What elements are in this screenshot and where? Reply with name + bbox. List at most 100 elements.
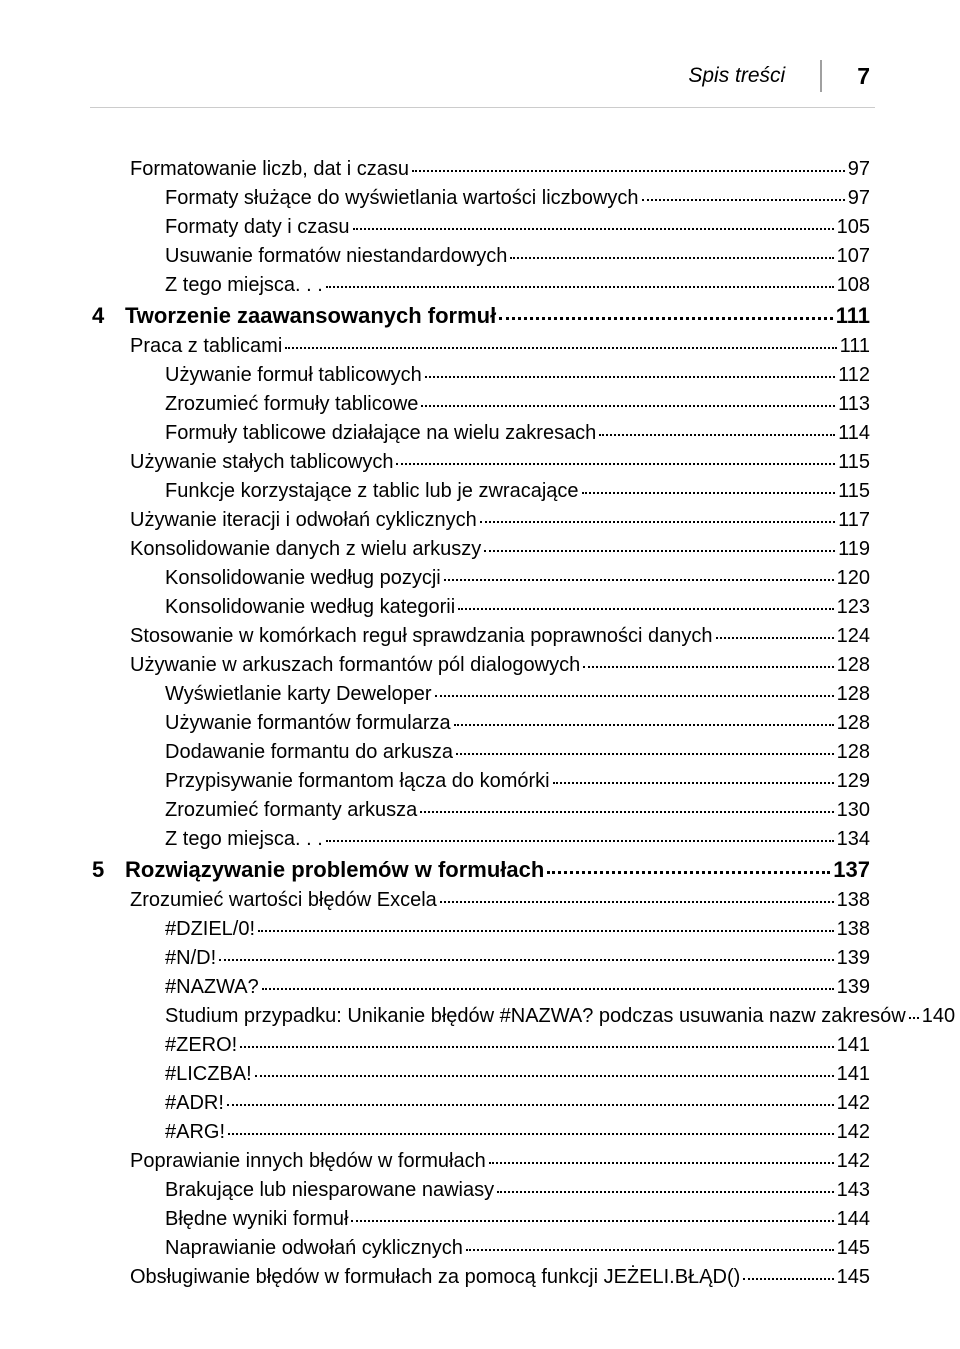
toc-page: 134 — [837, 828, 870, 851]
toc-entry: Zrozumieć wartości błędów Excela 138 — [90, 889, 870, 912]
toc-entry: Błędne wyniki formuł144 — [90, 1208, 870, 1231]
leader-dots — [228, 1133, 834, 1135]
toc-text: Używanie stałych tablicowych — [130, 451, 393, 474]
toc-text: Konsolidowanie według pozycji — [165, 567, 441, 590]
toc-page: 111 — [836, 303, 870, 329]
toc-text: Konsolidowanie danych z wielu arkuszy — [130, 538, 481, 561]
chapter-number: 4 — [90, 303, 125, 329]
toc-entry: #ARG!142 — [90, 1121, 870, 1144]
toc-page: 115 — [838, 480, 870, 503]
toc-entry: #N/D!139 — [90, 947, 870, 970]
leader-dots — [227, 1104, 834, 1106]
leader-dots — [219, 959, 834, 961]
leader-dots — [262, 988, 834, 990]
toc-text: Studium przypadku: Unikanie błędów #NAZW… — [165, 1005, 906, 1028]
toc-text: #NAZWA? — [165, 976, 259, 999]
toc-page: 97 — [848, 187, 870, 210]
toc-page: 119 — [838, 538, 870, 561]
toc-entry: #LICZBA! 141 — [90, 1063, 870, 1086]
toc-entry: Konsolidowanie według kategorii123 — [90, 596, 870, 619]
toc-page: 141 — [837, 1063, 870, 1086]
toc-page: 124 — [837, 625, 870, 648]
toc-entry: Formaty służące do wyświetlania wartości… — [90, 187, 870, 210]
toc-text: Zrozumieć wartości błędów Excela — [130, 889, 437, 912]
toc-page: 144 — [837, 1208, 870, 1231]
toc-entry: #DZIEL/0!138 — [90, 918, 870, 941]
toc-entry: Stosowanie w komórkach reguł sprawdzania… — [90, 625, 870, 648]
toc-entry: 4Tworzenie zaawansowanych formuł 111 — [90, 303, 870, 329]
toc-text: Naprawianie odwołań cyklicznych — [165, 1237, 463, 1260]
toc-entry: Studium przypadku: Unikanie błędów #NAZW… — [90, 1005, 870, 1028]
toc-text: Używanie formuł tablicowych — [165, 364, 422, 387]
leader-dots — [510, 257, 833, 259]
leader-dots — [547, 871, 830, 874]
toc-entry: Formaty daty i czasu105 — [90, 216, 870, 239]
toc-text: Wyświetlanie karty Deweloper — [165, 683, 432, 706]
toc-page: 123 — [837, 596, 870, 619]
toc-text: Poprawianie innych błędów w formułach — [130, 1150, 486, 1173]
leader-dots — [326, 286, 834, 288]
leader-dots — [642, 199, 845, 201]
toc-page: 141 — [837, 1034, 870, 1057]
toc-text: #ADR! — [165, 1092, 224, 1115]
toc-text: Z tego miejsca. . . — [165, 274, 323, 297]
toc-text: Używanie iteracji i odwołań cyklicznych — [130, 509, 477, 532]
chapter-number: 5 — [90, 857, 125, 883]
page-number: 7 — [857, 63, 870, 90]
toc-page: 107 — [837, 245, 870, 268]
toc-entry: Formuły tablicowe działające na wielu za… — [90, 422, 870, 445]
leader-dots — [421, 405, 835, 407]
toc-text: Funkcje korzystające z tablic lub je zwr… — [165, 480, 579, 503]
toc-page: 120 — [837, 567, 870, 590]
leader-dots — [351, 1220, 833, 1222]
leader-dots — [466, 1249, 834, 1251]
toc-text: #LICZBA! — [165, 1063, 252, 1086]
toc-page: 97 — [848, 158, 870, 181]
toc-page: 138 — [837, 889, 870, 912]
toc-entry: #ADR! 142 — [90, 1092, 870, 1115]
toc-page: 117 — [838, 509, 870, 532]
toc-entry: Używanie stałych tablicowych115 — [90, 451, 870, 474]
toc-page: 138 — [837, 918, 870, 941]
page-header: Spis treści 7 — [90, 60, 870, 92]
toc-entry: #ZERO!141 — [90, 1034, 870, 1057]
toc-text: Tworzenie zaawansowanych formuł — [125, 303, 496, 329]
toc-page: 128 — [837, 683, 870, 706]
leader-dots — [240, 1046, 833, 1048]
toc-page: 128 — [837, 712, 870, 735]
leader-dots — [396, 463, 835, 465]
toc-entry: #NAZWA?139 — [90, 976, 870, 999]
toc-page: 111 — [840, 335, 870, 358]
toc-entry: Poprawianie innych błędów w formułach142 — [90, 1150, 870, 1173]
toc-entry: Z tego miejsca. . . 134 — [90, 828, 870, 851]
toc-page: 145 — [837, 1266, 870, 1289]
toc-entry: Formatowanie liczb, dat i czasu97 — [90, 158, 870, 181]
toc-text: Stosowanie w komórkach reguł sprawdzania… — [130, 625, 713, 648]
toc-page: 142 — [837, 1121, 870, 1144]
toc-text: Zrozumieć formanty arkusza — [165, 799, 417, 822]
toc-page: 137 — [833, 857, 870, 883]
toc-entry: Konsolidowanie według pozycji 120 — [90, 567, 870, 590]
leader-dots — [458, 608, 833, 610]
toc-entry: Praca z tablicami 111 — [90, 335, 870, 358]
leader-dots — [420, 811, 833, 813]
toc-entry: Naprawianie odwołań cyklicznych145 — [90, 1237, 870, 1260]
leader-dots — [440, 901, 834, 903]
header-divider — [820, 60, 822, 92]
leader-dots — [255, 1075, 834, 1077]
toc-text: Formaty służące do wyświetlania wartości… — [165, 187, 639, 210]
leader-dots — [425, 376, 835, 378]
toc-text: Formaty daty i czasu — [165, 216, 350, 239]
leader-dots — [582, 492, 836, 494]
leader-dots — [599, 434, 835, 436]
leader-dots — [326, 840, 834, 842]
toc-page: 142 — [837, 1092, 870, 1115]
toc-page: 112 — [838, 364, 870, 387]
toc-entry: Używanie formuł tablicowych 112 — [90, 364, 870, 387]
toc-text: Z tego miejsca. . . — [165, 828, 323, 851]
leader-dots — [285, 347, 836, 349]
leader-dots — [909, 1017, 919, 1019]
toc-text: Praca z tablicami — [130, 335, 282, 358]
leader-dots — [480, 521, 835, 523]
leader-dots — [435, 695, 834, 697]
